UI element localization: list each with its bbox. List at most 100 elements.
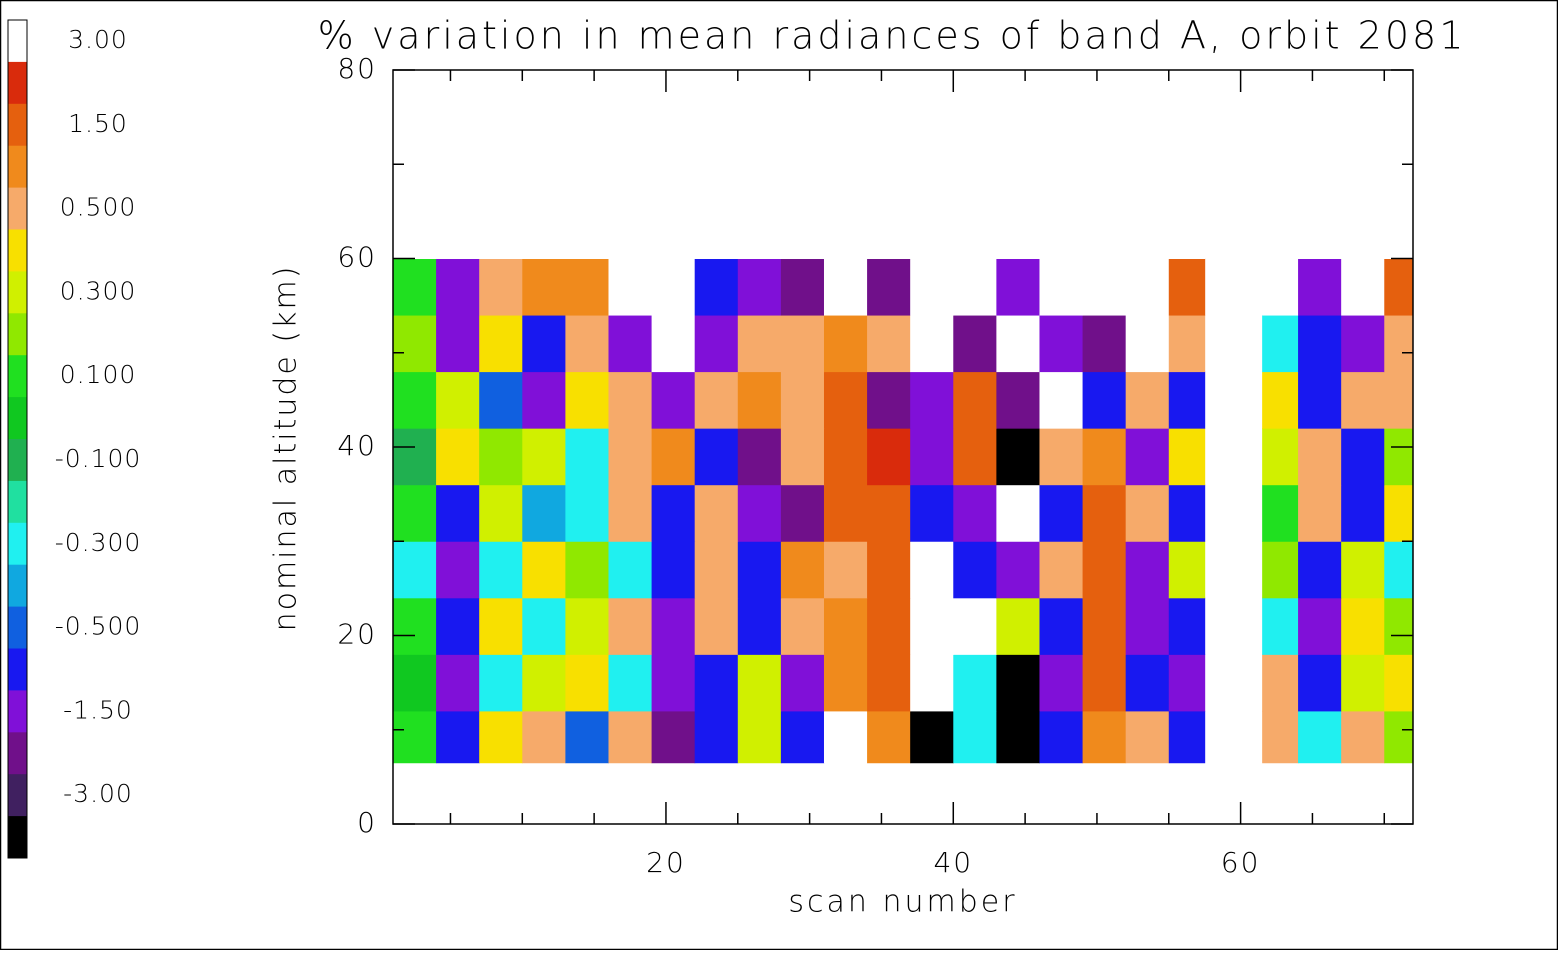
contour-cell bbox=[1125, 541, 1170, 599]
contour-cell bbox=[1168, 371, 1206, 429]
contour-cell bbox=[867, 258, 911, 316]
contour-cell bbox=[436, 428, 480, 486]
contour-cell bbox=[1082, 710, 1127, 764]
colorbar-label: -1.50 bbox=[63, 695, 133, 724]
contour-cell bbox=[953, 183, 997, 259]
contour-cell bbox=[651, 428, 696, 486]
colorbar-band bbox=[8, 229, 27, 272]
contour-cell bbox=[910, 183, 954, 259]
contour-cell bbox=[1262, 183, 1299, 259]
contour-cell bbox=[780, 428, 825, 486]
contour-cell bbox=[608, 428, 653, 486]
contour-cell bbox=[436, 371, 480, 429]
contour-cell bbox=[737, 428, 782, 486]
contour-cell bbox=[436, 484, 480, 542]
contour-cell bbox=[1125, 710, 1170, 764]
contour-cell bbox=[910, 428, 954, 486]
contour-cell bbox=[867, 541, 911, 599]
contour-cell bbox=[1384, 597, 1414, 655]
x-tick-label: 60 bbox=[1221, 846, 1261, 879]
contour-cell bbox=[910, 484, 954, 542]
contour-cell bbox=[479, 654, 523, 712]
contour-cell bbox=[565, 258, 609, 316]
contour-cell bbox=[996, 371, 1040, 429]
contour-cell bbox=[1039, 371, 1084, 429]
chart-title: % variation in mean radiances of band A,… bbox=[318, 14, 1467, 58]
contour-cell bbox=[1039, 541, 1084, 599]
y-axis-label: nominal altitude (km) bbox=[269, 265, 304, 632]
contour-cell bbox=[694, 258, 739, 316]
contour-cell bbox=[694, 371, 739, 429]
colorbar-band bbox=[8, 103, 27, 147]
contour-cell bbox=[694, 541, 739, 599]
contour-cell bbox=[479, 484, 523, 542]
contour-cell bbox=[651, 484, 696, 542]
contour-cell bbox=[1262, 654, 1299, 712]
contour-cell bbox=[1341, 371, 1385, 429]
colorbar-band bbox=[8, 61, 27, 105]
contour-cell bbox=[1262, 428, 1299, 486]
contour-cell bbox=[1082, 371, 1127, 429]
contour-cell bbox=[910, 597, 954, 655]
contour-cell bbox=[694, 183, 739, 259]
contour-cell bbox=[651, 315, 696, 373]
contour-cell bbox=[1082, 484, 1127, 542]
contour-cell bbox=[1039, 428, 1084, 486]
contour-cell bbox=[1082, 654, 1127, 712]
colorbar-band bbox=[8, 187, 27, 230]
contour-cell bbox=[522, 541, 566, 599]
contour-cell bbox=[1082, 258, 1127, 316]
contour-cell bbox=[522, 428, 566, 486]
colorbar-label: -0.100 bbox=[55, 444, 142, 473]
contour-cell bbox=[1262, 710, 1299, 764]
contour-cell bbox=[393, 654, 437, 712]
contour-cell bbox=[608, 710, 653, 764]
contour-cell bbox=[1262, 371, 1299, 429]
contour-cell bbox=[1082, 597, 1127, 655]
contour-cell bbox=[393, 183, 437, 259]
contour-cell bbox=[953, 710, 997, 764]
contour-cell bbox=[910, 315, 954, 373]
colorbar-band bbox=[8, 732, 27, 775]
contour-cell bbox=[867, 710, 911, 764]
contour-cell bbox=[1082, 428, 1127, 486]
contour-cell bbox=[1125, 258, 1170, 316]
contour-cell bbox=[608, 597, 653, 655]
contour-cell bbox=[479, 258, 523, 316]
colorbar-label: 0.300 bbox=[60, 276, 137, 305]
contour-cell bbox=[393, 315, 437, 373]
colorbar-band bbox=[8, 271, 27, 314]
contour-cell bbox=[1125, 484, 1170, 542]
contour-cell bbox=[823, 484, 868, 542]
contour-cell bbox=[1298, 541, 1342, 599]
contour-cell bbox=[651, 258, 696, 316]
contour-cell bbox=[1298, 371, 1342, 429]
contour-cell bbox=[1298, 258, 1342, 316]
colorbar-band bbox=[8, 774, 27, 817]
contour-cell bbox=[522, 654, 566, 712]
contour-cell bbox=[910, 541, 954, 599]
contour-cell bbox=[565, 183, 609, 259]
contour-cell bbox=[694, 428, 739, 486]
contour-cell bbox=[1262, 315, 1299, 373]
contour-cell bbox=[1262, 484, 1299, 542]
contour-cell bbox=[996, 484, 1040, 542]
contour-cell bbox=[565, 371, 609, 429]
contour-cell bbox=[823, 654, 868, 712]
contour-cell bbox=[436, 541, 480, 599]
contour-cell bbox=[996, 597, 1040, 655]
contour-cell bbox=[823, 710, 868, 764]
contour-cell bbox=[1039, 710, 1084, 764]
contour-cell bbox=[1082, 183, 1127, 259]
contour-cell bbox=[737, 183, 782, 259]
contour-cell bbox=[996, 710, 1040, 764]
contour-cell bbox=[1384, 484, 1414, 542]
contour-cell bbox=[780, 315, 825, 373]
contour-cell bbox=[479, 541, 523, 599]
x-tick-label: 40 bbox=[933, 846, 973, 879]
colorbar-band bbox=[8, 690, 27, 733]
contour-cell bbox=[1384, 183, 1414, 259]
colorbar-band bbox=[8, 355, 27, 398]
contour-cell bbox=[522, 183, 566, 259]
contour-cell bbox=[823, 183, 868, 259]
